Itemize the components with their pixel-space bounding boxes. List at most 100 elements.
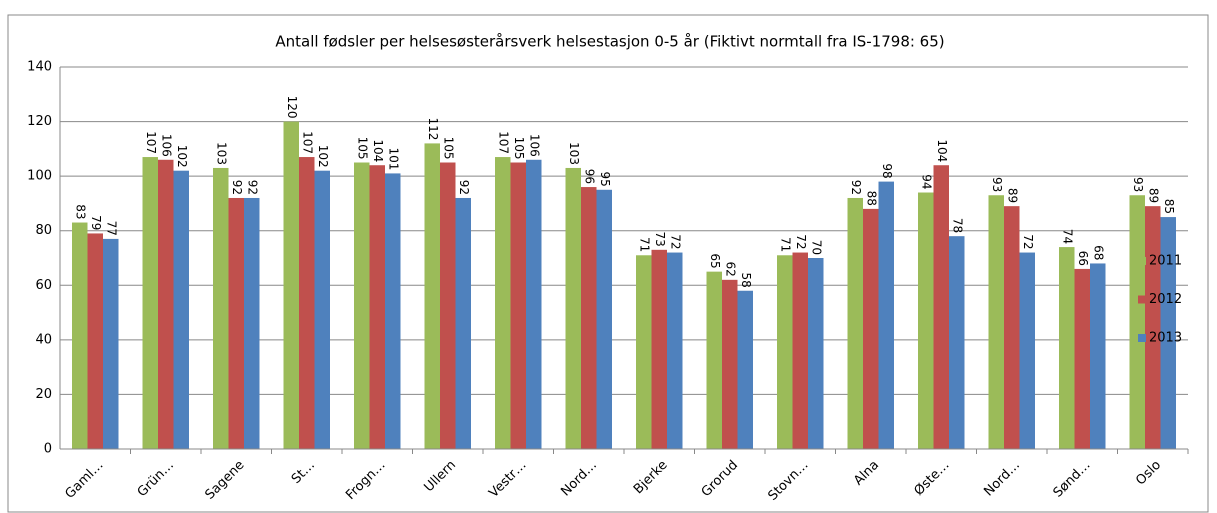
bar: [424, 143, 440, 449]
data-label: 105: [355, 137, 369, 160]
bar: [1129, 195, 1145, 449]
data-label: 103: [214, 142, 228, 165]
data-label: 101: [386, 148, 400, 171]
data-label: 92: [849, 180, 863, 195]
data-label: 77: [104, 221, 118, 236]
y-tick-label: 80: [35, 223, 52, 238]
data-label: 93: [1131, 177, 1145, 192]
bar: [1160, 217, 1176, 449]
bar: [1074, 268, 1090, 449]
bar: [565, 167, 581, 449]
data-label: 74: [1060, 229, 1074, 244]
bar: [283, 121, 299, 450]
data-label: 72: [668, 234, 682, 249]
bar: [847, 197, 863, 449]
data-label: 71: [637, 237, 651, 252]
bar: [299, 157, 315, 450]
data-label: 88: [864, 191, 878, 206]
legend-swatch: [1138, 257, 1146, 265]
chart-title: Antall fødsler per helsesøsterårsverk he…: [275, 33, 944, 51]
bar: [918, 192, 934, 449]
bar: [440, 162, 456, 449]
bar: [722, 279, 738, 449]
data-label: 98: [880, 163, 894, 178]
data-label: 71: [778, 237, 792, 252]
y-tick-label: 140: [27, 60, 52, 75]
data-label: 89: [1005, 188, 1019, 203]
bar: [158, 159, 174, 449]
data-label: 72: [1021, 234, 1035, 249]
data-label: 102: [316, 145, 330, 168]
bar: [1019, 252, 1035, 449]
data-label: 105: [512, 137, 526, 160]
data-label: 73: [653, 232, 667, 247]
bar: [596, 189, 612, 450]
bar: [878, 181, 894, 449]
legend-label: 2013: [1149, 331, 1182, 346]
data-label: 104: [371, 139, 385, 162]
bar: [87, 233, 103, 449]
bar: [369, 165, 385, 449]
data-label: 70: [809, 240, 823, 255]
bar: [244, 197, 260, 449]
data-label: 104: [935, 139, 949, 162]
bar: [636, 255, 652, 449]
y-tick-label: 20: [35, 387, 52, 402]
data-label: 105: [441, 137, 455, 160]
bar: [213, 167, 229, 449]
bar: [510, 162, 526, 449]
bar: [737, 290, 753, 449]
bar: [72, 222, 88, 449]
bar: [1090, 263, 1106, 449]
bar: [933, 165, 949, 449]
bar: [354, 162, 370, 449]
y-tick-label: 120: [27, 114, 52, 129]
bar: [385, 173, 401, 449]
bar: [949, 236, 965, 449]
bar: [103, 238, 119, 449]
bar: [1145, 206, 1161, 449]
data-label: 107: [496, 131, 510, 154]
bar: [1059, 247, 1075, 449]
data-label: 94: [919, 174, 933, 189]
data-label: 58: [739, 272, 753, 287]
data-label: 102: [175, 145, 189, 168]
bar: [792, 252, 808, 449]
data-label: 83: [73, 204, 87, 219]
data-label: 92: [457, 180, 471, 195]
data-label: 66: [1076, 251, 1090, 266]
data-label: 95: [598, 172, 612, 187]
bar: [808, 258, 824, 449]
data-label: 103: [567, 142, 581, 165]
y-tick-label: 40: [35, 332, 52, 347]
data-label: 62: [723, 262, 737, 277]
legend-label: 2012: [1149, 292, 1182, 307]
bar: [651, 249, 667, 449]
data-label: 106: [527, 134, 541, 157]
legend-swatch: [1138, 334, 1146, 342]
bar: [314, 170, 330, 449]
data-label: 93: [990, 177, 1004, 192]
data-label: 112: [426, 117, 440, 140]
y-tick-label: 100: [27, 169, 52, 184]
y-tick-label: 0: [44, 442, 52, 457]
bar: [706, 271, 722, 449]
data-label: 89: [1146, 188, 1160, 203]
data-label: 107: [144, 131, 158, 154]
data-label: 107: [300, 131, 314, 154]
legend-label: 2011: [1149, 254, 1182, 269]
bar: [228, 197, 244, 449]
bar: [142, 157, 158, 450]
bar: [581, 187, 597, 450]
bar: [495, 157, 511, 450]
y-tick-label: 60: [35, 278, 52, 293]
bar: [526, 159, 542, 449]
bar: [667, 252, 683, 449]
data-label: 96: [582, 169, 596, 184]
data-label: 106: [159, 134, 173, 157]
data-label: 72: [794, 234, 808, 249]
data-label: 92: [245, 180, 259, 195]
bar: [777, 255, 793, 449]
bar: [455, 197, 471, 449]
